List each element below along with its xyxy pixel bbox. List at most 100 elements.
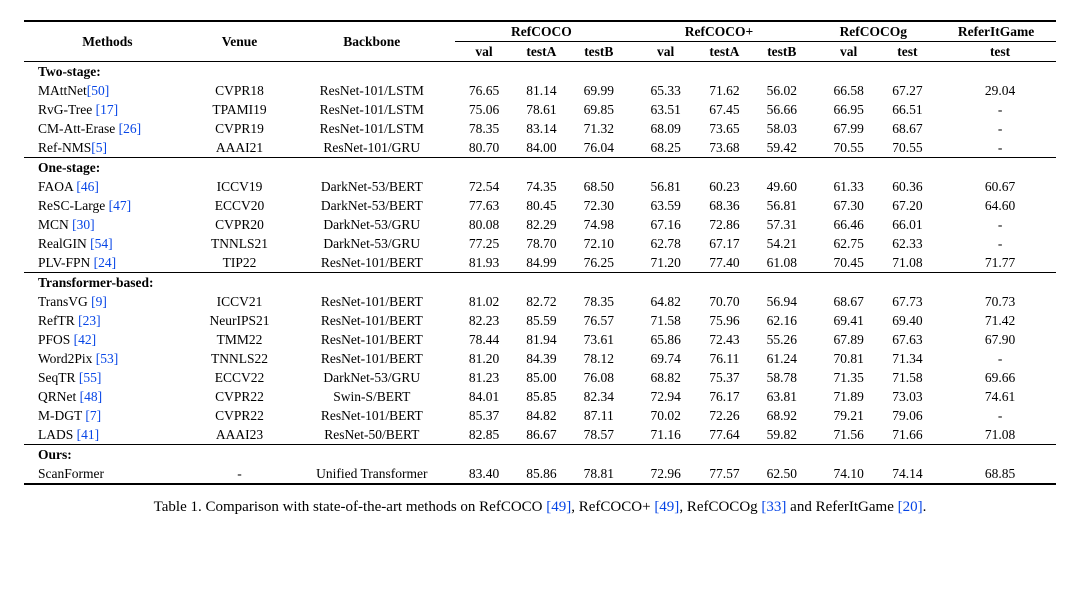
method-cite[interactable]: [26]: [119, 121, 142, 136]
cell-value: 56.81: [628, 177, 696, 196]
method-name: QRNet: [38, 389, 80, 404]
cell-value: 58.78: [753, 368, 810, 387]
method-cite[interactable]: [30]: [72, 217, 95, 232]
cell-value: 61.24: [753, 349, 810, 368]
colgroup-refcocoplus: RefCOCO+: [628, 21, 811, 42]
col-backbone: Backbone: [288, 21, 455, 62]
caption-cite-3[interactable]: [33]: [761, 499, 786, 515]
table-row: MAttNet[50]CVPR18ResNet-101/LSTM76.6581.…: [24, 81, 1056, 100]
method-cite[interactable]: [42]: [74, 332, 97, 347]
cell-venue: ECCV20: [191, 196, 289, 215]
cell-value: 71.58: [879, 368, 936, 387]
cell-value: 68.67: [879, 119, 936, 138]
caption-text: and ReferItGame: [786, 499, 897, 515]
cell-value: 72.26: [696, 406, 753, 425]
cell-venue: AAAI23: [191, 425, 289, 445]
section-title: One-stage:: [24, 158, 1056, 178]
method-cite[interactable]: [53]: [96, 351, 119, 366]
cell-value: 71.20: [628, 253, 696, 273]
cell-value: 77.57: [696, 464, 753, 484]
cell-value: 82.23: [455, 311, 512, 330]
cell-value: -: [936, 406, 1056, 425]
cell-value: 72.96: [628, 464, 696, 484]
cell-value: 62.16: [753, 311, 810, 330]
caption-text: Table 1. Comparison with state-of-the-ar…: [154, 499, 547, 515]
method-cite[interactable]: [17]: [96, 102, 119, 117]
cell-value: -: [936, 215, 1056, 234]
cell-method: PLV-FPN [24]: [24, 253, 191, 273]
cell-value: 58.03: [753, 119, 810, 138]
cell-value: 67.20: [879, 196, 936, 215]
cell-value: 79.21: [811, 406, 879, 425]
cell-venue: ECCV22: [191, 368, 289, 387]
cell-method: FAOA [46]: [24, 177, 191, 196]
method-name: TransVG: [38, 294, 91, 309]
results-table: Methods Venue Backbone RefCOCO RefCOCO+ …: [24, 20, 1056, 485]
cell-value: -: [936, 119, 1056, 138]
cell-value: 29.04: [936, 81, 1056, 100]
cell-value: 74.35: [513, 177, 570, 196]
cell-value: 71.77: [936, 253, 1056, 273]
cell-venue: NeurIPS21: [191, 311, 289, 330]
cell-value: 70.45: [811, 253, 879, 273]
method-cite[interactable]: [7]: [85, 408, 101, 423]
caption-text: , RefCOCO+: [571, 499, 654, 515]
method-name: FAOA: [38, 179, 76, 194]
col-venue: Venue: [191, 21, 289, 62]
cell-backbone: ResNet-101/BERT: [288, 311, 455, 330]
cell-value: 76.08: [570, 368, 627, 387]
cell-value: 68.82: [628, 368, 696, 387]
cell-value: 82.85: [455, 425, 512, 445]
cell-backbone: ResNet-101/BERT: [288, 330, 455, 349]
cell-value: -: [936, 349, 1056, 368]
method-cite[interactable]: [41]: [77, 427, 100, 442]
method-cite[interactable]: [9]: [91, 294, 107, 309]
section-title: Two-stage:: [24, 62, 1056, 82]
cell-value: 76.04: [570, 138, 627, 158]
caption-cite-4[interactable]: [20]: [898, 499, 923, 515]
cell-value: 57.31: [753, 215, 810, 234]
method-cite[interactable]: [47]: [109, 198, 132, 213]
method-cite[interactable]: [23]: [78, 313, 101, 328]
subcol-referit-test: test: [936, 42, 1056, 62]
cell-value: 79.06: [879, 406, 936, 425]
cell-backbone: DarkNet-53/BERT: [288, 196, 455, 215]
cell-value: 67.90: [936, 330, 1056, 349]
cell-value: 65.86: [628, 330, 696, 349]
method-cite[interactable]: [55]: [79, 370, 102, 385]
cell-method: CM-Att-Erase [26]: [24, 119, 191, 138]
method-name: Word2Pix: [38, 351, 96, 366]
method-cite[interactable]: [5]: [91, 140, 107, 155]
cell-value: 77.40: [696, 253, 753, 273]
cell-value: 76.57: [570, 311, 627, 330]
cell-value: 62.50: [753, 464, 810, 484]
cell-value: 84.00: [513, 138, 570, 158]
method-cite[interactable]: [24]: [94, 255, 117, 270]
table-caption: Table 1. Comparison with state-of-the-ar…: [24, 499, 1056, 516]
method-name: SeqTR: [38, 370, 79, 385]
cell-value: 73.61: [570, 330, 627, 349]
cell-method: TransVG [9]: [24, 292, 191, 311]
cell-value: 78.35: [455, 119, 512, 138]
cell-backbone: ResNet-101/BERT: [288, 349, 455, 368]
section-title: Ours:: [24, 445, 1056, 465]
cell-value: -: [936, 138, 1056, 158]
cell-value: 84.01: [455, 387, 512, 406]
table-row: CM-Att-Erase [26]CVPR19ResNet-101/LSTM78…: [24, 119, 1056, 138]
cell-value: 64.82: [628, 292, 696, 311]
cell-value: 62.33: [879, 234, 936, 253]
method-cite[interactable]: [46]: [76, 179, 99, 194]
cell-value: 68.09: [628, 119, 696, 138]
cell-backbone: ResNet-101/BERT: [288, 406, 455, 425]
method-cite[interactable]: [54]: [90, 236, 113, 251]
cell-value: 49.60: [753, 177, 810, 196]
cell-venue: CVPR20: [191, 215, 289, 234]
caption-cite-1[interactable]: [49]: [546, 499, 571, 515]
subcol-refcocog-val: val: [811, 42, 879, 62]
cell-value: 71.58: [628, 311, 696, 330]
method-cite[interactable]: [48]: [80, 389, 103, 404]
cell-value: 73.03: [879, 387, 936, 406]
caption-cite-2[interactable]: [49]: [654, 499, 679, 515]
method-cite[interactable]: [50]: [87, 83, 110, 98]
cell-venue: ICCV19: [191, 177, 289, 196]
